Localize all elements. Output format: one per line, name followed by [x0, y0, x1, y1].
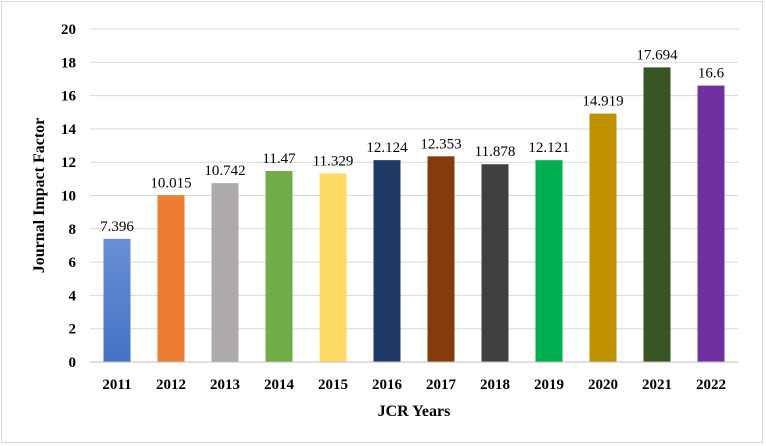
- y-axis-ticks: 0 2 4 6 8 10 12 14 16 18 20: [61, 22, 77, 371]
- y-tick-label: 4: [69, 288, 77, 304]
- bar-2016: [373, 160, 401, 362]
- x-tick-label: 2013: [210, 377, 240, 393]
- y-tick-label: 18: [61, 55, 76, 71]
- x-tick-label: 2015: [318, 377, 348, 393]
- x-tick-label: 2017: [426, 377, 457, 393]
- x-tick-label: 2020: [588, 377, 618, 393]
- bar-2020: [589, 113, 617, 362]
- data-label-2020: 14.919: [582, 94, 623, 110]
- data-label-2012: 10.015: [150, 175, 191, 191]
- x-tick-label: 2016: [372, 377, 403, 393]
- data-label-2021: 17.694: [636, 47, 678, 63]
- x-axis-ticks: 2011 2012 2013 2014 2015 2016 2017 2018 2019 2020…: [102, 377, 726, 393]
- x-tick-label: 2014: [264, 377, 295, 393]
- data-label-2011: 7.396: [100, 219, 134, 235]
- y-tick-label: 20: [61, 22, 76, 38]
- bar-2011: [103, 238, 131, 362]
- bar-2021: [643, 67, 671, 362]
- x-axis-title: JCR Years: [378, 403, 451, 420]
- data-labels: 7.396 10.015 10.742 11.47 11.329 12.124 12.353…: [100, 47, 725, 234]
- bar-2019: [535, 160, 563, 362]
- x-tick-label: 2021: [642, 377, 672, 393]
- y-tick-label: 2: [69, 322, 77, 338]
- bar-2018: [481, 164, 509, 362]
- y-tick-label: 8: [69, 222, 77, 238]
- x-tick-label: 2011: [102, 377, 131, 393]
- bar-2015: [319, 173, 347, 362]
- x-tick-label: 2018: [480, 377, 510, 393]
- y-axis-title: Journal Impact Factor: [31, 118, 48, 274]
- bar-2014: [265, 171, 293, 362]
- bar-2012: [157, 195, 185, 362]
- y-tick-label: 14: [61, 122, 77, 138]
- bar-2022: [697, 85, 725, 363]
- data-label-2014: 11.47: [262, 151, 296, 167]
- y-tick-label: 10: [61, 189, 76, 205]
- data-label-2018: 11.878: [475, 144, 516, 160]
- x-tick-label: 2022: [696, 377, 726, 393]
- data-label-2013: 10.742: [204, 163, 245, 179]
- data-label-2017: 12.353: [420, 136, 461, 152]
- data-label-2019: 12.121: [528, 140, 569, 156]
- data-label-2015: 11.329: [313, 153, 354, 169]
- x-tick-label: 2019: [534, 377, 564, 393]
- gridlines: [90, 28, 738, 330]
- y-tick-label: 12: [61, 155, 76, 171]
- y-tick-label: 16: [61, 89, 77, 105]
- y-tick-label: 0: [69, 355, 77, 371]
- bar-2013: [211, 183, 239, 362]
- bar-2017: [427, 156, 455, 362]
- data-label-2022: 16.6: [698, 66, 725, 82]
- y-tick-label: 6: [69, 255, 77, 271]
- bars: [103, 67, 725, 363]
- data-label-2016: 12.124: [366, 140, 408, 156]
- x-tick-label: 2012: [156, 377, 186, 393]
